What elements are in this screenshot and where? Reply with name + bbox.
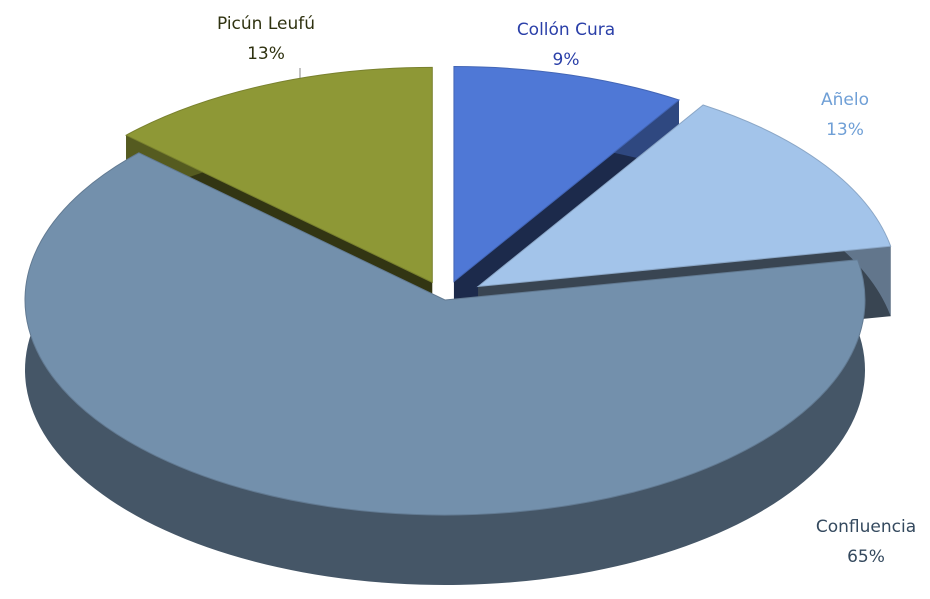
slice-value-label: 9% [553,50,580,70]
slice-value-label: 13% [826,120,864,140]
slice [453,66,681,283]
slice-label: Confluencia [816,517,916,537]
slice [24,152,866,516]
slice-label: Collón Cura [517,20,615,40]
slice-label: Picún Leufú [217,14,315,34]
slice [476,104,892,288]
slice-label: Añelo [821,90,869,110]
slice-value-label: 13% [247,44,285,64]
slice [125,66,433,284]
slice-value-label: 65% [847,547,885,567]
